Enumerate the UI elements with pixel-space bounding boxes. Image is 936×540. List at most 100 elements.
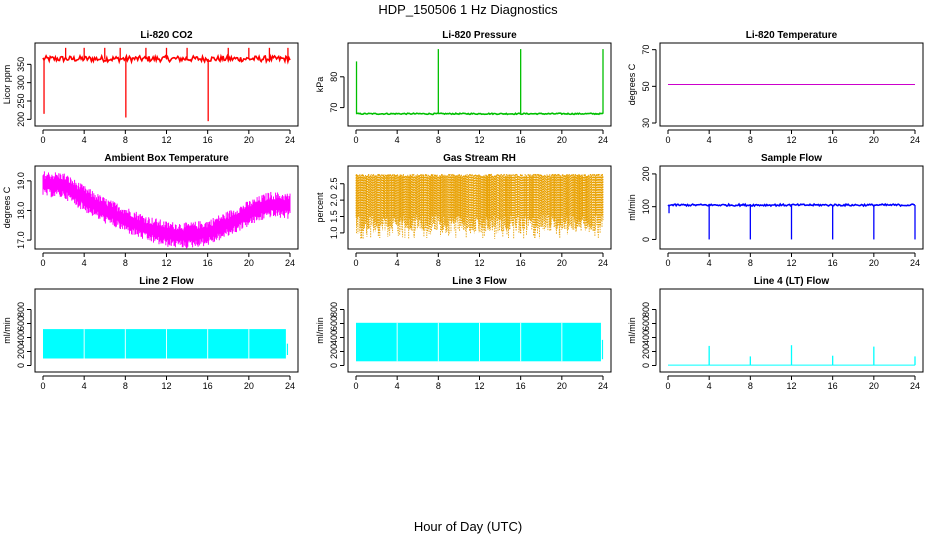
- y-tick-label: 400: [16, 330, 26, 345]
- x-tick-label: 16: [516, 135, 526, 145]
- x-tick-label: 12: [786, 258, 796, 268]
- panel-frame: [34, 42, 299, 127]
- x-tick-label: 0: [353, 135, 358, 145]
- panel-frame: [659, 42, 924, 127]
- x-tick-label: 24: [910, 135, 920, 145]
- panel-title: Line 2 Flow: [139, 276, 194, 287]
- figure-title: HDP_150506 1 Hz Diagnostics: [378, 2, 558, 17]
- y-tick-label: 2.5: [329, 177, 339, 190]
- x-tick-label: 8: [436, 258, 441, 268]
- series-area: [356, 322, 601, 362]
- y-axis-label: degrees C: [627, 63, 637, 105]
- y-axis-label: ml/min: [2, 317, 12, 344]
- x-tick-label: 0: [40, 258, 45, 268]
- x-tick-label: 4: [82, 258, 87, 268]
- x-tick-label: 16: [516, 381, 526, 391]
- x-tick-label: 20: [557, 135, 567, 145]
- x-tick-label: 12: [474, 381, 484, 391]
- x-tick-label: 20: [244, 258, 254, 268]
- x-tick-label: 0: [353, 258, 358, 268]
- x-tick-label: 16: [828, 381, 838, 391]
- x-tick-label: 8: [748, 381, 753, 391]
- y-tick-label: 600: [329, 316, 339, 331]
- y-tick-label: 17.0: [16, 231, 26, 249]
- y-tick-label: 600: [641, 316, 651, 331]
- x-tick-label: 8: [123, 135, 128, 145]
- x-tick-label: 20: [557, 258, 567, 268]
- series-area: [43, 329, 286, 359]
- x-tick-label: 0: [353, 381, 358, 391]
- panel-6: Sample Flow 0 4 8 12 16 20 24 0 100 200 ml/min: [627, 153, 924, 268]
- x-tick-label: 16: [203, 135, 213, 145]
- y-tick-label: 800: [641, 302, 651, 317]
- panel-3: Li-820 Temperature 0 4 8 12 16 20 24 30 50 70 degre…: [627, 30, 924, 145]
- x-tick-label: 8: [436, 381, 441, 391]
- panel-frame: [659, 288, 924, 373]
- x-tick-label: 16: [828, 258, 838, 268]
- x-tick-label: 24: [598, 135, 608, 145]
- x-tick-label: 24: [285, 381, 295, 391]
- figure-xlabel: Hour of Day (UTC): [414, 519, 522, 534]
- panel-data: [42, 171, 291, 249]
- panel-data: [43, 329, 289, 359]
- x-tick-label: 4: [707, 135, 712, 145]
- y-axis-label: ml/min: [315, 317, 325, 344]
- panel-title: Sample Flow: [761, 153, 822, 164]
- x-tick-label: 12: [161, 258, 171, 268]
- panel-9: Line 4 (LT) Flow 0 4 8 12 16 20 24 0 200400600800…: [627, 276, 924, 391]
- panel-data: [667, 202, 916, 240]
- y-tick-label: 400: [329, 330, 339, 345]
- x-tick-label: 0: [40, 135, 45, 145]
- panel-frame: [347, 165, 612, 250]
- x-tick-label: 24: [285, 258, 295, 268]
- x-tick-label: 20: [244, 381, 254, 391]
- x-tick-label: 24: [910, 381, 920, 391]
- x-tick-label: 0: [665, 381, 670, 391]
- x-tick-label: 16: [203, 258, 213, 268]
- y-tick-label: 70: [641, 45, 651, 55]
- panel-frame: [347, 42, 612, 127]
- x-tick-label: 12: [474, 258, 484, 268]
- x-tick-label: 8: [123, 258, 128, 268]
- y-axis-label: degrees C: [2, 186, 12, 228]
- y-tick-label: 1.0: [329, 227, 339, 240]
- y-tick-label: 800: [329, 302, 339, 317]
- panel-title: Li-820 Temperature: [746, 30, 838, 41]
- series-band: [42, 171, 291, 249]
- series-points: [355, 173, 604, 240]
- panel-5: Gas Stream RH 0 4 8 12 16 20 24 1.0 1.5 2.0 2.5 perc…: [315, 153, 612, 268]
- y-tick-label: 0: [641, 363, 651, 368]
- y-tick-label: 400: [641, 330, 651, 345]
- x-tick-label: 20: [869, 135, 879, 145]
- y-tick-label: 0: [641, 237, 651, 242]
- y-tick-label: 800: [16, 302, 26, 317]
- panel-data: [355, 173, 604, 240]
- x-tick-label: 4: [82, 135, 87, 145]
- y-tick-label: 200: [641, 344, 651, 359]
- y-tick-label: 2.0: [329, 194, 339, 207]
- panel-data: [355, 49, 604, 116]
- x-tick-label: 4: [707, 381, 712, 391]
- x-tick-label: 16: [828, 135, 838, 145]
- panel-data: [668, 345, 916, 366]
- y-tick-label: 70: [329, 103, 339, 113]
- x-tick-label: 24: [910, 258, 920, 268]
- x-tick-label: 12: [474, 135, 484, 145]
- y-axis-label: percent: [315, 192, 325, 223]
- x-tick-label: 8: [748, 135, 753, 145]
- x-tick-label: 8: [748, 258, 753, 268]
- x-tick-label: 4: [82, 381, 87, 391]
- x-tick-label: 4: [395, 381, 400, 391]
- x-tick-label: 20: [869, 258, 879, 268]
- x-tick-label: 20: [869, 381, 879, 391]
- x-tick-label: 0: [665, 135, 670, 145]
- series-line: [355, 112, 603, 116]
- x-tick-label: 24: [285, 135, 295, 145]
- panel-2: Li-820 Pressure 0 4 8 12 16 20 24 70 80 kPa: [315, 30, 612, 145]
- y-tick-label: 19.0: [16, 172, 26, 190]
- y-tick-label: 600: [16, 316, 26, 331]
- x-tick-label: 8: [123, 381, 128, 391]
